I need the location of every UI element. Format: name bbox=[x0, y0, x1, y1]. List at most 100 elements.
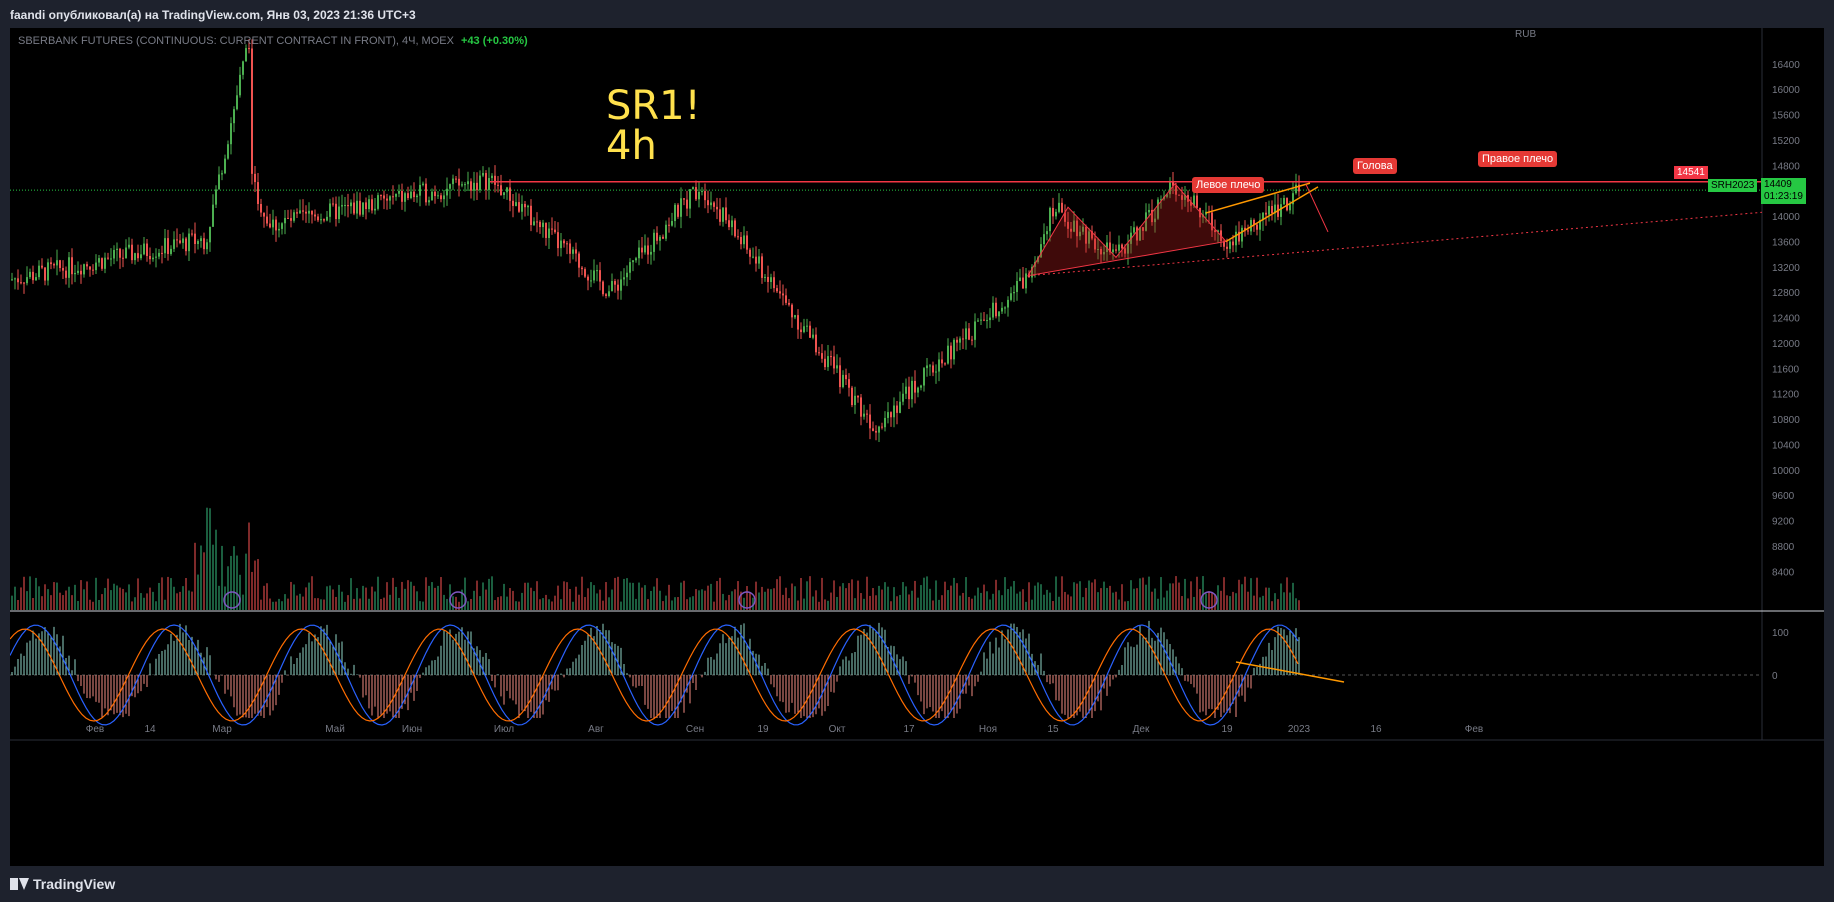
candle-body bbox=[833, 356, 835, 369]
volume-bar bbox=[1214, 594, 1216, 610]
volume-bar bbox=[119, 587, 121, 610]
candle-body bbox=[341, 205, 343, 207]
volume-bar bbox=[197, 574, 199, 610]
tradingview-logo[interactable]: TradingView bbox=[10, 876, 115, 892]
candle-body bbox=[650, 251, 652, 255]
volume-bar bbox=[581, 576, 583, 610]
volume-bar bbox=[1151, 591, 1153, 610]
chart-canvas[interactable]: 1640016000156001520014800144001400013600… bbox=[10, 28, 1824, 866]
volume-bar bbox=[59, 592, 61, 610]
candle-body bbox=[1160, 199, 1162, 201]
candle-body bbox=[305, 211, 307, 214]
candle-body bbox=[968, 328, 970, 340]
volume-bar bbox=[113, 583, 115, 610]
candle-body bbox=[551, 228, 553, 230]
chart-area[interactable]: 1640016000156001520014800144001400013600… bbox=[10, 28, 1824, 866]
x-tick-label: Окт bbox=[829, 724, 846, 735]
candle-body bbox=[293, 212, 295, 221]
candle-body bbox=[419, 184, 421, 196]
volume-bar bbox=[725, 600, 727, 610]
candle-body bbox=[1250, 219, 1252, 232]
volume-bar bbox=[893, 587, 895, 610]
volume-bar bbox=[1136, 588, 1138, 610]
candle-body bbox=[1001, 307, 1003, 312]
volume-bar bbox=[1118, 599, 1120, 610]
candle-body bbox=[161, 252, 163, 254]
candle-body bbox=[65, 270, 67, 278]
volume-bar bbox=[350, 578, 352, 610]
volume-bar bbox=[1112, 592, 1114, 610]
candle-body bbox=[530, 205, 532, 226]
candle-body bbox=[1241, 227, 1243, 242]
volume-bar bbox=[1268, 587, 1270, 610]
volume-bar bbox=[398, 597, 400, 610]
candle-body bbox=[1022, 277, 1024, 289]
volume-bar bbox=[767, 588, 769, 610]
volume-bar bbox=[425, 577, 427, 610]
candle-body bbox=[380, 195, 382, 197]
volume-bar bbox=[191, 591, 193, 610]
volume-bar bbox=[1277, 599, 1279, 610]
volume-bar bbox=[764, 591, 766, 610]
candle-body bbox=[317, 216, 319, 221]
candle-body bbox=[1274, 204, 1276, 214]
candle-body bbox=[1058, 202, 1060, 212]
volume-bar bbox=[875, 595, 877, 610]
volume-bar bbox=[557, 585, 559, 610]
volume-bar bbox=[254, 560, 256, 610]
volume-bar bbox=[125, 592, 127, 610]
candle-body bbox=[1256, 224, 1258, 230]
volume-bar bbox=[995, 579, 997, 610]
candle-body bbox=[857, 395, 859, 398]
volume-bar bbox=[338, 584, 340, 610]
candle-body bbox=[194, 233, 196, 245]
volume-bar bbox=[563, 581, 565, 610]
candle-body bbox=[413, 191, 415, 198]
candle-body bbox=[500, 185, 502, 196]
volume-bar bbox=[53, 582, 55, 610]
candle-body bbox=[329, 203, 331, 217]
candle-body bbox=[56, 260, 58, 266]
volume-bar bbox=[344, 601, 346, 610]
symbol-annotation: SR1! 4h bbox=[606, 86, 701, 166]
volume-bar bbox=[188, 590, 190, 610]
candle-body bbox=[917, 387, 919, 393]
volume-bar bbox=[332, 589, 334, 610]
candle-body bbox=[20, 282, 22, 284]
volume-bar bbox=[1250, 578, 1252, 610]
volume-bar bbox=[110, 590, 112, 610]
candle-body bbox=[485, 173, 487, 190]
candle-body bbox=[449, 184, 451, 189]
volume-bar bbox=[1133, 588, 1135, 610]
y-tick-label: 16000 bbox=[1772, 85, 1800, 96]
candle-body bbox=[596, 270, 598, 272]
volume-bar bbox=[302, 596, 304, 610]
volume-bar bbox=[1016, 593, 1018, 610]
volume-bar bbox=[1019, 591, 1021, 610]
candle-body bbox=[443, 195, 445, 200]
candle-body bbox=[665, 224, 667, 239]
volume-bar bbox=[980, 592, 982, 610]
candle-body bbox=[392, 196, 394, 198]
candle-body bbox=[656, 232, 658, 241]
y-tick-label: 12000 bbox=[1772, 339, 1800, 350]
volume-bar bbox=[824, 599, 826, 610]
x-tick-label: Ноя bbox=[979, 724, 997, 735]
candle-body bbox=[536, 221, 538, 223]
candle-body bbox=[791, 304, 793, 318]
volume-bar bbox=[674, 597, 676, 610]
volume-bar bbox=[1067, 594, 1069, 610]
volume-bar bbox=[470, 598, 472, 610]
candle-body bbox=[143, 243, 145, 255]
volume-bar bbox=[422, 601, 424, 610]
candle-body bbox=[1037, 257, 1039, 262]
volume-bar bbox=[83, 589, 85, 610]
x-tick-label: 2023 bbox=[1288, 724, 1311, 735]
candle-body bbox=[926, 365, 928, 369]
volume-bar bbox=[791, 583, 793, 610]
volume-bar bbox=[281, 601, 283, 610]
candle-body bbox=[1289, 204, 1291, 211]
volume-bar bbox=[215, 529, 217, 610]
volume-bar bbox=[263, 585, 265, 610]
candle-body bbox=[245, 48, 247, 62]
